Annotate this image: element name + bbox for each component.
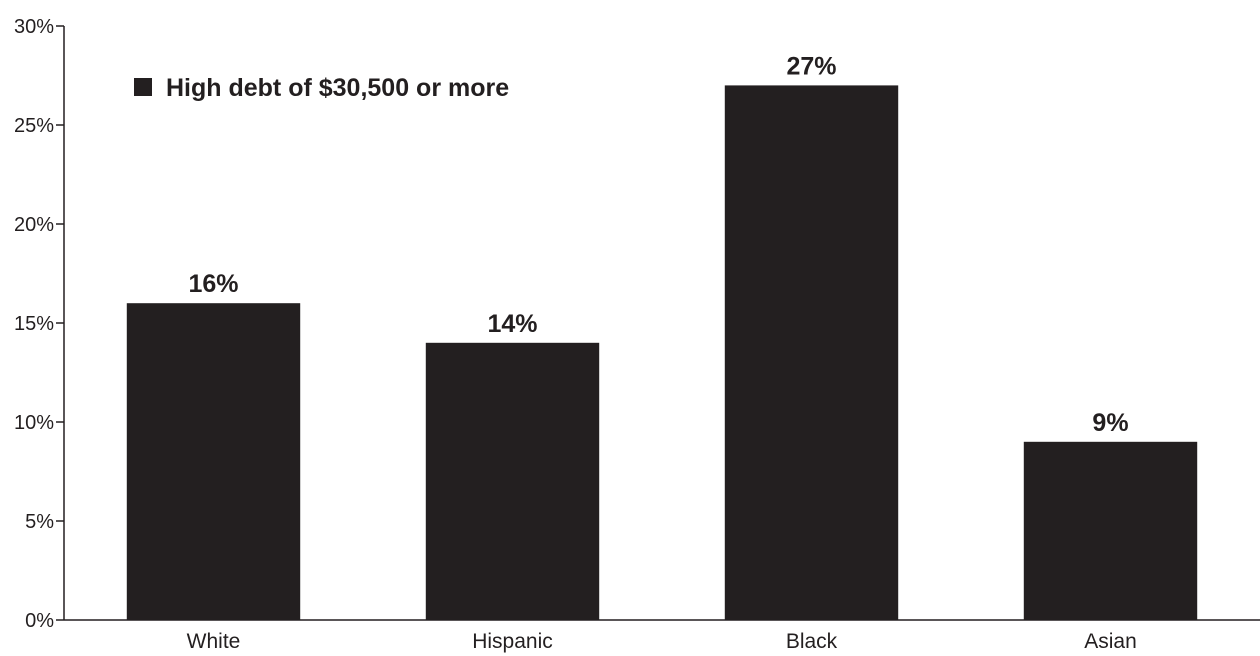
bar-black (724, 85, 899, 620)
category-label-asian: Asian (1084, 630, 1137, 653)
category-labels: White Hispanic Black Asian (187, 630, 1137, 653)
bar-asian (1023, 441, 1198, 620)
category-label-hispanic: Hispanic (472, 630, 553, 653)
bar-white (126, 303, 301, 620)
y-tick-label: 5% (25, 511, 54, 533)
y-tick-label: 0% (25, 610, 54, 632)
legend-swatch (134, 78, 152, 96)
y-tick-label: 10% (14, 412, 54, 434)
data-label-black: 27% (786, 52, 836, 80)
bars (126, 85, 1198, 620)
bar-hispanic (425, 342, 600, 620)
y-axis-ticks: 0% 5% 10% 15% 20% 25% 30% (14, 16, 64, 632)
y-tick-label: 15% (14, 313, 54, 335)
legend-label: High debt of $30,500 or more (166, 74, 509, 102)
data-label-white: 16% (188, 270, 238, 298)
y-tick-label: 25% (14, 115, 54, 137)
data-label-hispanic: 14% (487, 310, 537, 338)
category-label-black: Black (786, 630, 838, 653)
data-label-asian: 9% (1092, 409, 1128, 437)
y-tick-label: 20% (14, 214, 54, 236)
y-tick-label: 30% (14, 16, 54, 38)
data-labels: 16% 14% 27% 9% (188, 52, 1128, 436)
category-label-white: White (187, 630, 241, 653)
legend: High debt of $30,500 or more (134, 74, 509, 102)
